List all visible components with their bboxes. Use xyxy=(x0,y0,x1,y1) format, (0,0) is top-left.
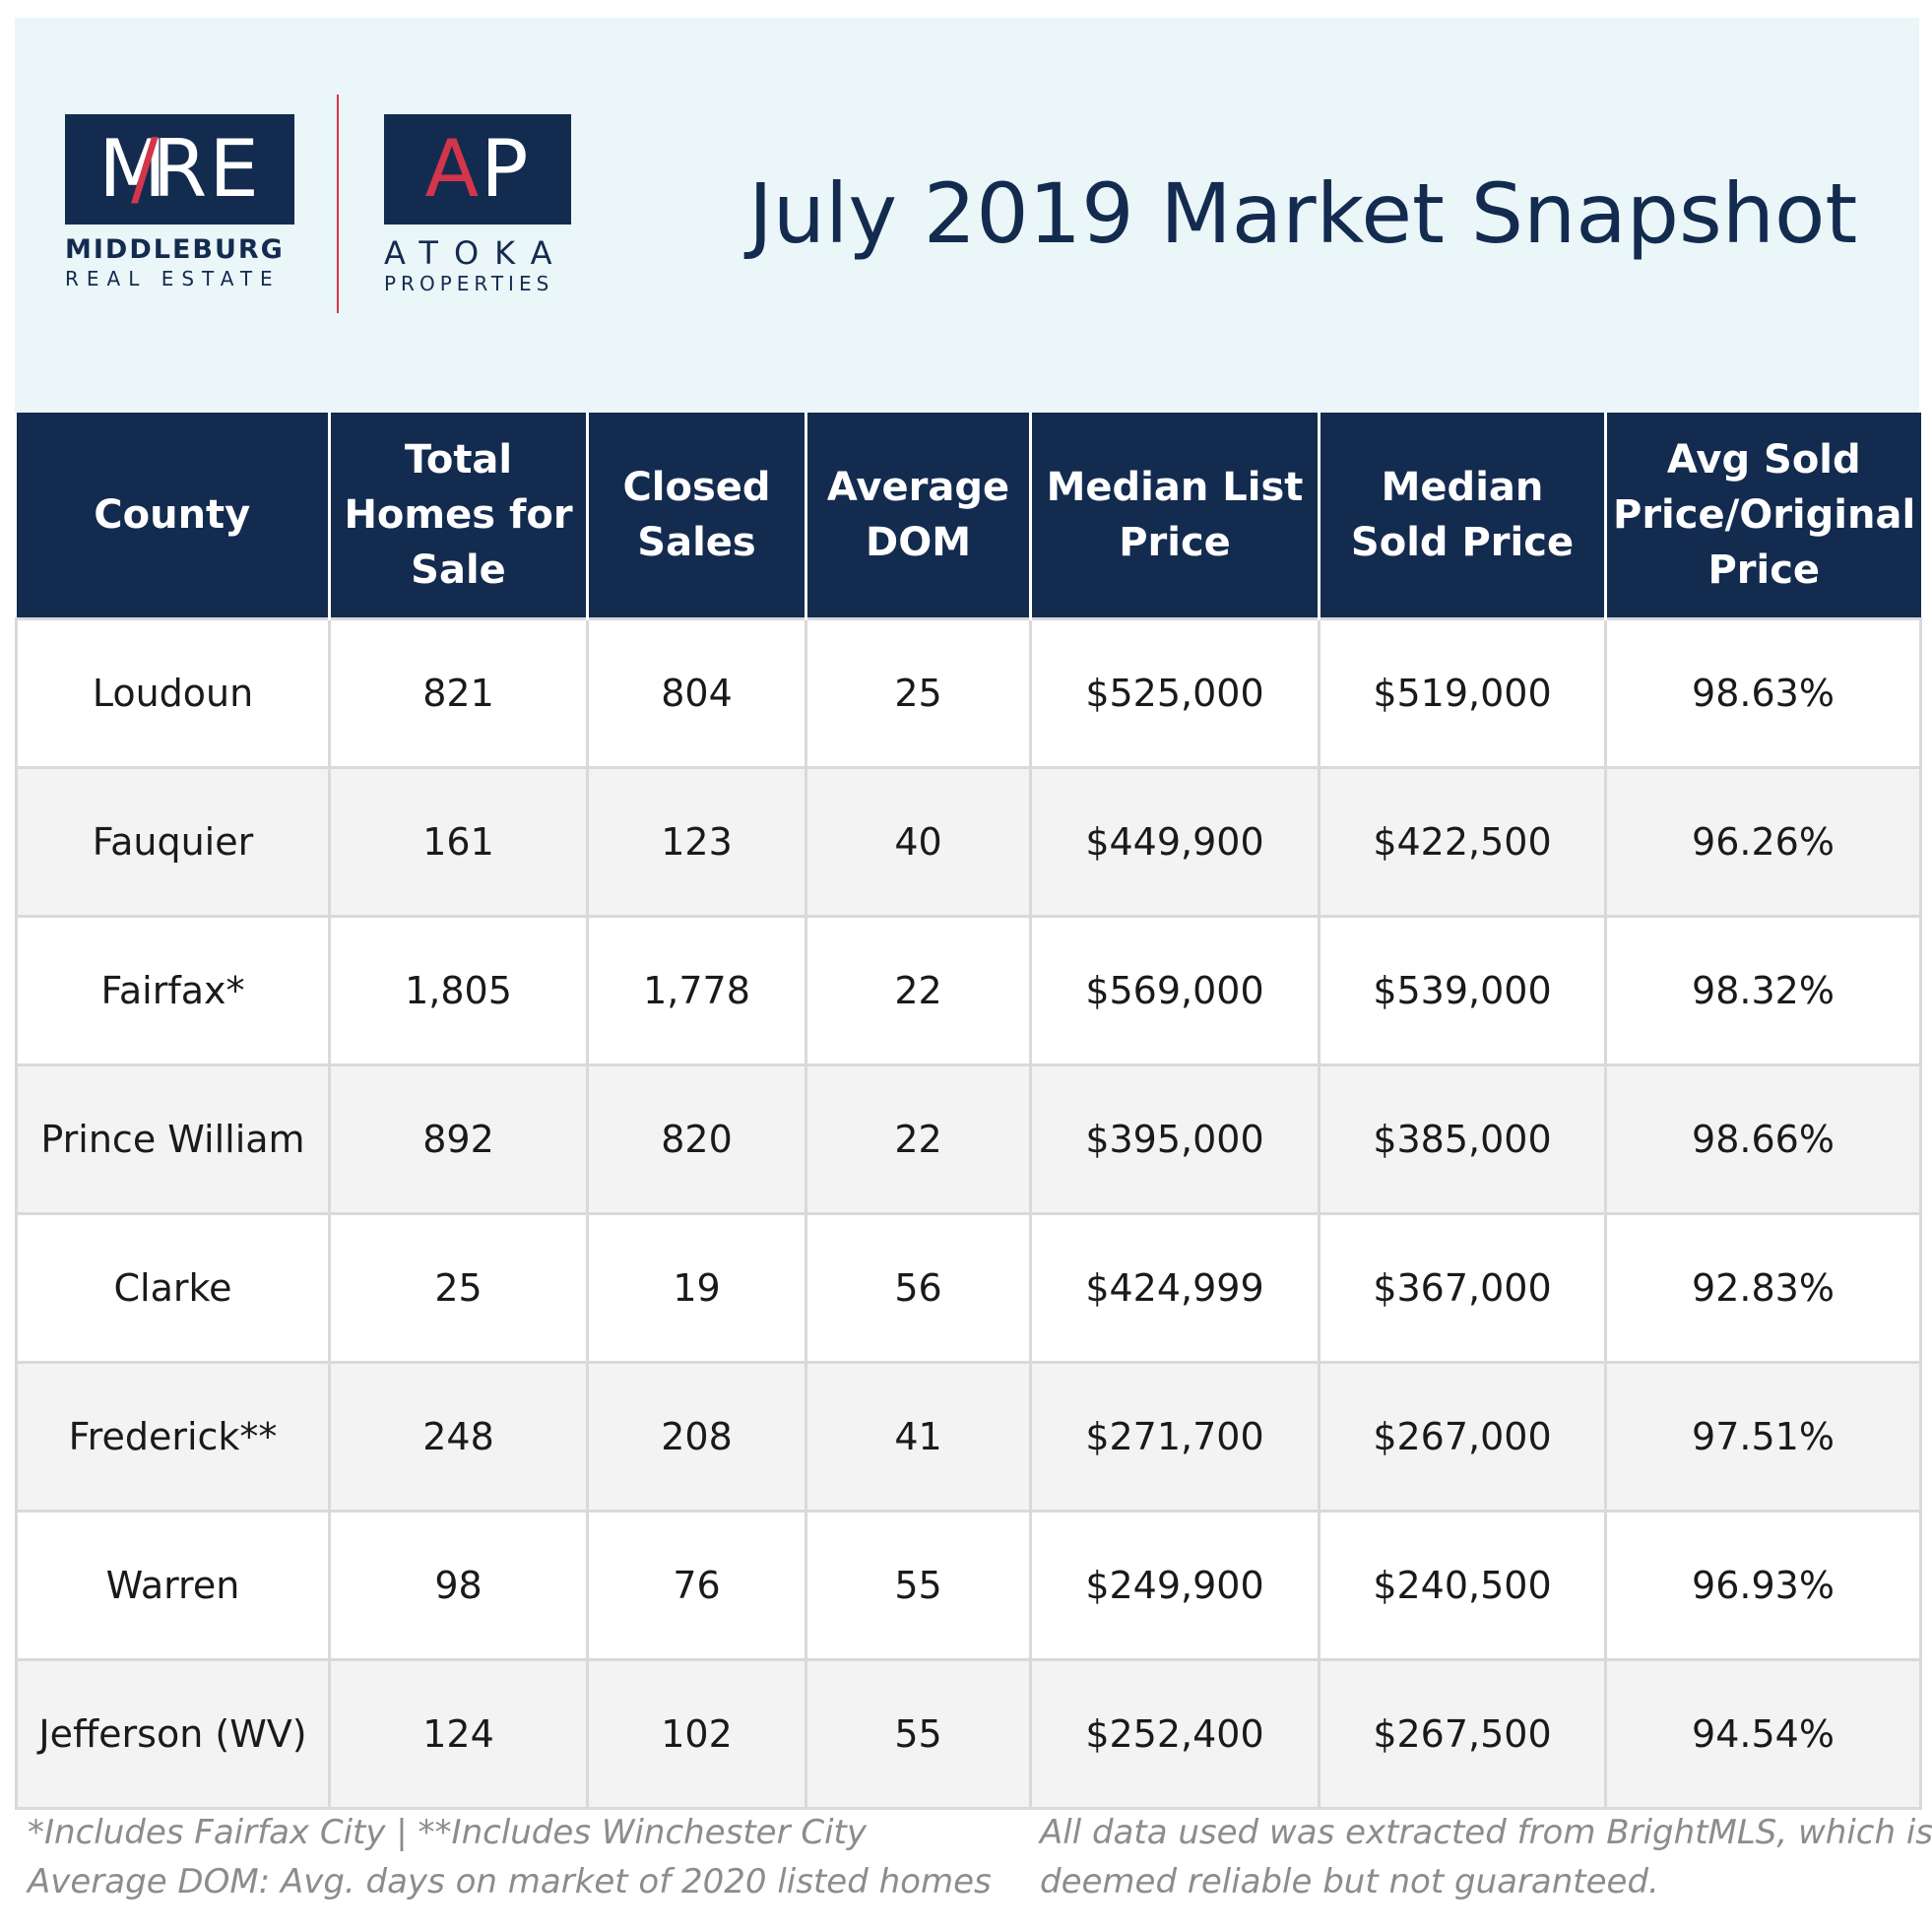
cell-county: Clarke xyxy=(15,1212,331,1364)
mre-logo-letters-re: RE xyxy=(152,123,261,215)
cell-median-sold-price: $519,000 xyxy=(1318,617,1607,769)
cell-avg-sold-ratio: 98.32% xyxy=(1604,915,1922,1066)
middleburg-real-estate-logo: M / RE MIDDLEBURG REAL ESTATE xyxy=(65,114,309,290)
cell-avg-sold-ratio: 97.51% xyxy=(1604,1361,1922,1513)
cell-avg-sold-ratio: 96.93% xyxy=(1604,1510,1922,1661)
footnote-data-source: All data used was extracted from BrightM… xyxy=(1040,1813,1932,1852)
cell-median-list-price: $252,400 xyxy=(1029,1658,1320,1810)
cell-closed-sales: 1,778 xyxy=(586,915,807,1066)
cell-median-list-price: $449,900 xyxy=(1029,766,1320,918)
cell-median-sold-price: $240,500 xyxy=(1318,1510,1607,1661)
cell-total-homes: 25 xyxy=(328,1212,589,1364)
column-header-closed-sales: Closed Sales xyxy=(586,413,807,619)
cell-avg-sold-ratio: 98.63% xyxy=(1604,617,1922,769)
cell-total-homes: 98 xyxy=(328,1510,589,1661)
column-header-county: County xyxy=(16,413,331,619)
footnotes-right: All data used was extracted from BrightM… xyxy=(1040,1808,1932,1906)
column-header-total-homes: Total Homes for Sale xyxy=(328,413,589,619)
cell-county: Frederick** xyxy=(15,1361,331,1513)
footnote-average-dom: Average DOM: Avg. days on market of 2020… xyxy=(28,1862,992,1901)
ap-logo-line2: PROPERTIES xyxy=(384,272,554,295)
cell-median-list-price: $424,999 xyxy=(1029,1212,1320,1364)
cell-closed-sales: 76 xyxy=(586,1510,807,1661)
table-header-row: County Total Homes for Sale Closed Sales… xyxy=(16,413,1921,619)
table-row: Fauquier 161 123 40 $449,900 $422,500 96… xyxy=(15,766,1922,918)
cell-median-list-price: $249,900 xyxy=(1029,1510,1320,1661)
page-title: July 2019 Market Snapshot xyxy=(748,165,1858,262)
mre-logo-letter-m: M xyxy=(98,123,169,215)
cell-median-list-price: $271,700 xyxy=(1029,1361,1320,1513)
cell-total-homes: 124 xyxy=(328,1658,589,1810)
cell-county: Prince William xyxy=(15,1063,331,1215)
footnotes-left: *Includes Fairfax City | **Includes Winc… xyxy=(28,1808,1012,1906)
cell-county: Fairfax* xyxy=(15,915,331,1066)
mre-logo-mark: M / RE xyxy=(65,114,294,225)
cell-total-homes: 248 xyxy=(328,1361,589,1513)
cell-avg-sold-ratio: 98.66% xyxy=(1604,1063,1922,1215)
cell-avg-sold-ratio: 96.26% xyxy=(1604,766,1922,918)
footnote-disclaimer: deemed reliable but not guaranteed. xyxy=(1040,1862,1659,1901)
ap-logo-line1: ATOKA xyxy=(384,234,568,272)
logo-divider xyxy=(337,95,339,313)
cell-average-dom: 40 xyxy=(805,766,1032,918)
table-row: Loudoun 821 804 25 $525,000 $519,000 98.… xyxy=(15,617,1922,769)
cell-median-sold-price: $367,000 xyxy=(1318,1212,1607,1364)
market-snapshot-table: County Total Homes for Sale Closed Sales… xyxy=(15,413,1922,1810)
cell-average-dom: 25 xyxy=(805,617,1032,769)
column-header-median-sold-price: Median Sold Price xyxy=(1318,413,1607,619)
cell-median-sold-price: $422,500 xyxy=(1318,766,1607,918)
cell-total-homes: 821 xyxy=(328,617,589,769)
mre-logo-line1: MIDDLEBURG xyxy=(65,234,285,265)
cell-median-sold-price: $267,000 xyxy=(1318,1361,1607,1513)
cell-avg-sold-ratio: 92.83% xyxy=(1604,1212,1922,1364)
ap-logo-letter-a: A xyxy=(424,123,482,215)
cell-median-list-price: $569,000 xyxy=(1029,915,1320,1066)
cell-median-sold-price: $267,500 xyxy=(1318,1658,1607,1810)
column-header-avg-sold-ratio: Avg Sold Price/Original Price xyxy=(1604,413,1921,619)
cell-county: Warren xyxy=(15,1510,331,1661)
table-row: Frederick** 248 208 41 $271,700 $267,000… xyxy=(15,1361,1922,1513)
header-banner xyxy=(15,18,1919,414)
cell-average-dom: 22 xyxy=(805,915,1032,1066)
table-row: Fairfax* 1,805 1,778 22 $569,000 $539,00… xyxy=(15,915,1922,1066)
cell-average-dom: 22 xyxy=(805,1063,1032,1215)
cell-average-dom: 55 xyxy=(805,1510,1032,1661)
table-row: Warren 98 76 55 $249,900 $240,500 96.93% xyxy=(15,1510,1922,1661)
cell-county: Fauquier xyxy=(15,766,331,918)
cell-avg-sold-ratio: 94.54% xyxy=(1604,1658,1922,1810)
mre-logo-line2: REAL ESTATE xyxy=(65,267,281,290)
mre-logo-accent: / xyxy=(131,122,161,216)
cell-closed-sales: 208 xyxy=(586,1361,807,1513)
cell-closed-sales: 804 xyxy=(586,617,807,769)
column-header-median-list-price: Median List Price xyxy=(1029,413,1320,619)
cell-average-dom: 56 xyxy=(805,1212,1032,1364)
cell-median-list-price: $525,000 xyxy=(1029,617,1320,769)
cell-total-homes: 892 xyxy=(328,1063,589,1215)
cell-average-dom: 55 xyxy=(805,1658,1032,1810)
column-header-average-dom: Average DOM xyxy=(805,413,1032,619)
cell-total-homes: 161 xyxy=(328,766,589,918)
table-row: Clarke 25 19 56 $424,999 $367,000 92.83% xyxy=(15,1212,1922,1364)
cell-total-homes: 1,805 xyxy=(328,915,589,1066)
cell-closed-sales: 19 xyxy=(586,1212,807,1364)
cell-median-list-price: $395,000 xyxy=(1029,1063,1320,1215)
cell-median-sold-price: $385,000 xyxy=(1318,1063,1607,1215)
table-row: Jefferson (WV) 124 102 55 $252,400 $267,… xyxy=(15,1658,1922,1810)
cell-county: Loudoun xyxy=(15,617,331,769)
cell-county: Jefferson (WV) xyxy=(15,1658,331,1810)
footnote-city-inclusions: *Includes Fairfax City | **Includes Winc… xyxy=(28,1813,867,1852)
cell-median-sold-price: $539,000 xyxy=(1318,915,1607,1066)
cell-closed-sales: 820 xyxy=(586,1063,807,1215)
cell-closed-sales: 102 xyxy=(586,1658,807,1810)
cell-average-dom: 41 xyxy=(805,1361,1032,1513)
cell-closed-sales: 123 xyxy=(586,766,807,918)
table-row: Prince William 892 820 22 $395,000 $385,… xyxy=(15,1063,1922,1215)
ap-logo-letter-p: P xyxy=(481,123,531,215)
